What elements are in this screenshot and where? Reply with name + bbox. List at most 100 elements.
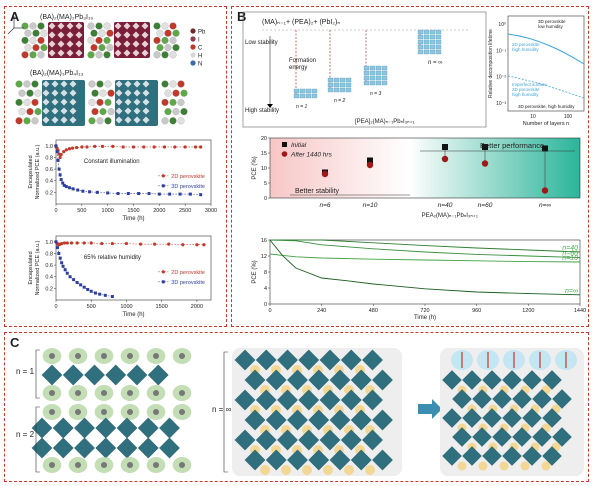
- data-point-3d: [93, 291, 97, 295]
- atom: [103, 51, 111, 59]
- atom: [95, 22, 103, 30]
- legend-initial: Initial: [291, 142, 307, 149]
- cube: [333, 77, 340, 83]
- y-axis-label-1: Encapsulated: [28, 155, 34, 188]
- y-tick-label: 0.8: [45, 155, 53, 161]
- x-tick-label: 1500: [127, 208, 139, 214]
- data-point-2d: [93, 144, 97, 148]
- octahedron: [452, 427, 472, 447]
- energy-levels: [262, 29, 470, 108]
- octahedron: [124, 107, 132, 115]
- data-point-3d: [79, 283, 83, 287]
- high-stability: High stability: [245, 108, 279, 114]
- cube: [429, 29, 436, 35]
- octahedron: [123, 40, 131, 48]
- legend-marker: [161, 280, 165, 284]
- octahedron: [329, 409, 351, 431]
- reaction-text: (MA)ₙ₋₁+ (PEA)₂+ (PbI₂)ₙ: [262, 19, 340, 26]
- y-tick-label: 0.2: [45, 286, 53, 292]
- atom: [26, 89, 34, 97]
- data-point-3d: [57, 251, 61, 255]
- octahedron: [512, 427, 532, 447]
- diagram-frame: [242, 11, 487, 128]
- legend-label: 2D perovskite: [171, 174, 205, 180]
- structure-top: [21, 22, 180, 59]
- legend-atom-label: C: [198, 46, 203, 52]
- octahedron: [462, 408, 482, 428]
- spacer-core: [101, 353, 107, 359]
- x-tick-label: 3000: [205, 208, 217, 214]
- octahedron: [142, 116, 150, 124]
- y-tick-label: 0.6: [45, 167, 53, 173]
- atom: [164, 29, 172, 37]
- cube: [333, 82, 340, 88]
- octahedron: [442, 408, 462, 428]
- atom: [15, 117, 23, 125]
- atom: [32, 29, 40, 37]
- panel-c-border: [4, 332, 589, 482]
- data-point-2d: [131, 145, 136, 149]
- chart-b3: 0 240 480 720 960 1200 1440 0 4 8 12 16 Time (h) PCE …: [252, 238, 586, 321]
- octahedron: [502, 408, 522, 428]
- spacer-core: [75, 353, 81, 359]
- cube: [375, 70, 382, 76]
- atom: [172, 29, 180, 37]
- data-point-3d: [199, 193, 203, 197]
- x-tick-label: 1000: [120, 304, 132, 310]
- data-point-3d: [72, 278, 76, 282]
- spacer-core: [75, 462, 81, 468]
- data-point-2d: [69, 241, 74, 245]
- y-tick-label: 16: [261, 238, 267, 244]
- octahedron: [502, 370, 522, 390]
- octahedron: [132, 31, 140, 39]
- spacer-core: [75, 390, 81, 396]
- octahedron: [372, 409, 393, 431]
- octahedron: [69, 80, 77, 88]
- atom: [23, 117, 31, 125]
- cube: [369, 70, 376, 76]
- label-3d-low: 3D perovskite: [538, 19, 566, 24]
- octahedron: [234, 389, 256, 411]
- cube: [381, 65, 388, 71]
- spacer-core: [127, 462, 133, 468]
- c-n1-label: n = 1: [16, 367, 35, 376]
- octahedron: [308, 369, 330, 391]
- formation-energy-1: Formation: [289, 58, 316, 64]
- octahedron: [57, 22, 65, 30]
- initial-point: [367, 157, 373, 164]
- data-point-3d: [147, 192, 151, 196]
- cation: [457, 461, 467, 471]
- spacer-core: [179, 390, 185, 396]
- bracket-n1: [35, 349, 40, 399]
- octahedron: [115, 98, 123, 106]
- octahedron: [115, 89, 123, 97]
- octahedron: [66, 49, 74, 57]
- cube: [299, 88, 306, 94]
- octahedron: [48, 49, 56, 57]
- octahedron: [124, 98, 132, 106]
- cube: [369, 65, 376, 71]
- aged-point: [481, 160, 489, 167]
- chart-a2: 0 500 1000 1500 2000 0.2 0.4 0.6 0.8 1.0 Time (h) E…: [28, 235, 212, 318]
- data-point-3d: [178, 192, 182, 196]
- data-point-2d: [67, 147, 72, 151]
- octahedron: [48, 31, 56, 39]
- atom: [172, 108, 180, 116]
- atom: [34, 108, 42, 116]
- octahedron: [95, 417, 117, 439]
- octahedron: [362, 389, 383, 411]
- octahedron: [552, 427, 572, 447]
- atom: [169, 36, 177, 44]
- octahedron: [522, 370, 542, 390]
- atom: [169, 51, 177, 59]
- cube: [429, 49, 436, 55]
- spacer-core: [101, 462, 107, 468]
- octahedron: [142, 107, 150, 115]
- cube: [381, 80, 388, 86]
- cation: [499, 461, 509, 471]
- octahedron: [60, 98, 68, 106]
- legend-marker: [161, 184, 165, 188]
- data-point-2d: [167, 242, 171, 246]
- y-axis-label-2: Normalized PCE (a.u.): [35, 240, 41, 295]
